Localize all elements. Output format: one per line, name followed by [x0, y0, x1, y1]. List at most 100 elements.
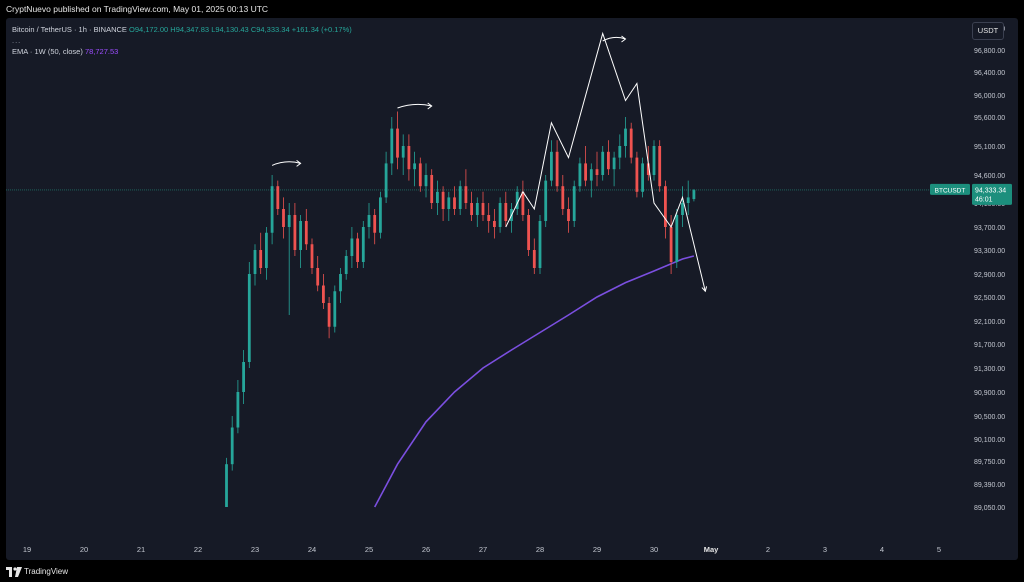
projection-path: [505, 31, 706, 292]
ema-line: [373, 255, 695, 508]
time-axis-label: 23: [251, 545, 259, 554]
price-axis-label: 96,800.00: [974, 48, 1005, 55]
time-axis-label: 27: [479, 545, 487, 554]
candle-body: [555, 151, 559, 187]
tradingview-logo-icon: [6, 567, 22, 577]
candle-body: [635, 157, 639, 192]
candle-body: [607, 151, 610, 170]
arrow-head: [701, 286, 708, 293]
price-axis-label: 90,500.00: [974, 414, 1005, 421]
candle-body: [652, 146, 656, 175]
ema-indicator-label[interactable]: EMA · 1W (50, close): [12, 47, 83, 56]
time-axis-label: 28: [536, 545, 544, 554]
candle-body: [561, 186, 565, 209]
candle-body: [464, 186, 468, 203]
candle-body: [322, 285, 325, 303]
footer-brand: TradingView: [24, 567, 69, 576]
price-axis-label: 93,300.00: [974, 248, 1005, 255]
candle-body: [504, 203, 508, 221]
legend-symbol-row: Bitcoin / TetherUS · 1h · BINANCE O94,17…: [12, 24, 352, 35]
time-axis-label: 21: [137, 545, 145, 554]
candle-body: [407, 146, 411, 170]
trend-arrow-curve: [271, 161, 301, 166]
time-axis-label: 4: [880, 545, 884, 554]
currency-button[interactable]: USDT: [972, 22, 1004, 40]
ohlc-open: O94,172.00: [129, 25, 169, 34]
arrow-head: [427, 102, 433, 110]
price-chart[interactable]: 97,200.0096,800.0096,400.0096,000.0095,6…: [6, 18, 1018, 560]
candle-body: [413, 163, 416, 170]
candle-body: [282, 209, 285, 227]
candle-body: [470, 203, 473, 215]
ohlc-low: L94,130.43: [211, 25, 249, 34]
candle-body: [225, 464, 228, 507]
price-tag-countdown: 46:01: [975, 196, 993, 203]
candle-body: [681, 203, 684, 215]
candle-body: [299, 221, 302, 250]
candle-body: [259, 250, 263, 268]
candle-body: [418, 163, 422, 187]
candle-body: [436, 191, 439, 203]
candle-body: [572, 186, 576, 221]
price-axis-label: 89,750.00: [974, 459, 1005, 466]
candle-body: [493, 221, 496, 227]
candle-body: [356, 238, 359, 262]
candle-body: [430, 175, 434, 203]
candle-body: [304, 221, 308, 245]
ohlc-high: H94,347.83: [170, 25, 210, 34]
price-axis-label: 90,900.00: [974, 390, 1005, 397]
candle-body: [373, 215, 377, 233]
price-tag-value: 94,333.34: [975, 187, 1006, 194]
candle-body: [498, 203, 502, 227]
price-axis-label: 89,390.00: [974, 482, 1005, 489]
candle-body: [532, 250, 536, 268]
candle-body: [287, 215, 291, 227]
candle-body: [344, 256, 348, 274]
price-axis-label: 96,400.00: [974, 70, 1005, 77]
candle-body: [550, 151, 553, 181]
price-axis-label: 90,100.00: [974, 437, 1005, 444]
candle-body: [618, 146, 622, 158]
candle-body: [527, 215, 530, 250]
time-axis-label: 24: [308, 545, 316, 554]
time-axis-label: 30: [650, 545, 658, 554]
candle-body: [339, 274, 342, 292]
trend-arrow-curve: [602, 36, 626, 42]
price-axis-label: 91,700.00: [974, 342, 1005, 349]
candle-body: [441, 191, 445, 209]
candle-body: [538, 221, 542, 268]
price-axis-label: 91,300.00: [974, 366, 1005, 373]
price-tag-bg: [972, 183, 1012, 205]
symbol-tag-bg: [930, 183, 970, 195]
candle-body: [458, 186, 462, 209]
candle-body: [584, 163, 587, 181]
price-axis-label: 95,100.00: [974, 144, 1005, 151]
time-axis-label: 20: [80, 545, 88, 554]
candle-body: [475, 203, 479, 215]
last-price-tag: BTCUSDT 94,333.34 46:01: [930, 183, 1012, 205]
candle-body: [589, 169, 593, 181]
publisher-attribution: CryptNuevo published on TradingView.com,…: [6, 4, 269, 14]
candle-body: [242, 362, 245, 392]
candle-body: [521, 191, 525, 215]
candle-body: [253, 250, 257, 274]
candle-body: [453, 197, 456, 209]
candle-body: [612, 157, 616, 170]
price-axis-label: 93,700.00: [974, 225, 1005, 232]
candle-body: [487, 215, 491, 221]
candle-body: [424, 175, 428, 187]
time-axis-label: 26: [422, 545, 430, 554]
candle-body: [236, 392, 240, 428]
time-axis-label: 25: [365, 545, 373, 554]
symbol-title[interactable]: Bitcoin / TetherUS · 1h · BINANCE: [12, 25, 127, 34]
symbol-tag-label: BTCUSDT: [935, 187, 966, 194]
price-axis-label: 92,900.00: [974, 272, 1005, 279]
chart-panel[interactable]: 97,200.0096,800.0096,400.0096,000.0095,6…: [6, 18, 1018, 560]
candle-body: [327, 303, 331, 327]
candle-body: [624, 128, 627, 146]
price-axis-label: 92,100.00: [974, 319, 1005, 326]
legend-more-button[interactable]: ...: [12, 36, 22, 45]
time-axis-label: 22: [194, 545, 202, 554]
candle-body: [350, 238, 354, 256]
